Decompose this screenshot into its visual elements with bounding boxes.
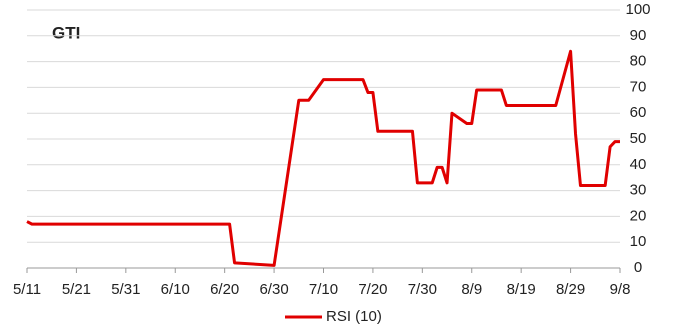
x-tick-label: 7/20 (358, 281, 387, 298)
x-tick-label: 9/8 (610, 281, 631, 298)
y-tick-label: 60 (630, 104, 647, 121)
x-tick-label: 6/10 (161, 281, 190, 298)
y-tick-label: 10 (630, 233, 647, 250)
y-tick-label: 70 (630, 78, 647, 95)
data-line (26, 49, 620, 267)
y-tick-label: 40 (630, 156, 647, 173)
x-tick-label: 6/30 (259, 281, 288, 298)
y-tick-label: 30 (630, 182, 647, 199)
legend-label: RSI (10) (326, 308, 382, 325)
y-tick-label: 80 (630, 53, 647, 70)
y-tick-label: 50 (630, 130, 647, 147)
x-tick-label: 8/19 (507, 281, 536, 298)
x-tick-label: 5/31 (111, 281, 140, 298)
y-tick-label: 90 (630, 27, 647, 44)
x-tick-label: 8/29 (556, 281, 585, 298)
y-tick-label: 20 (630, 207, 647, 224)
y-tick-label: 100 (625, 1, 650, 18)
x-tick-label: 5/11 (13, 281, 41, 298)
chart-title: GTI (52, 23, 80, 42)
x-tick-label: 5/21 (62, 281, 91, 298)
x-tick-label: 7/10 (309, 281, 338, 298)
x-tick-label: 8/9 (461, 281, 482, 298)
x-tick-label: 6/20 (210, 281, 239, 298)
x-tick-label: 7/30 (408, 281, 437, 298)
y-tick-label: 0 (634, 259, 642, 276)
